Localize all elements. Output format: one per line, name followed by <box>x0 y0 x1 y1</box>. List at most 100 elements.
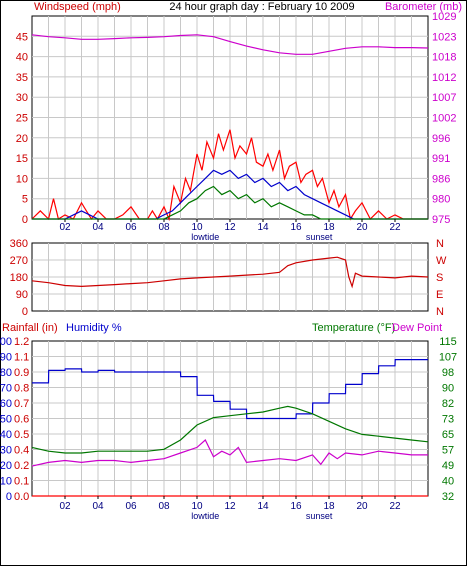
humidity-tick: 80 <box>0 367 12 379</box>
panel2-series <box>31 256 429 289</box>
humidity-tick: 60 <box>0 398 12 410</box>
temperature-axis-label: Temperature (°F) <box>312 322 395 334</box>
humidity-axis-label: Humidity % <box>66 322 122 334</box>
x-tick-label: 16 <box>290 222 302 233</box>
barometer-tick: 996 <box>432 133 450 145</box>
barometer-tick: 1018 <box>432 52 456 64</box>
rainfall-tick: 0.4 <box>14 445 29 457</box>
x-tick-label: 12 <box>224 501 236 512</box>
marker-sunset: sunset <box>306 232 333 242</box>
barometer-tick: 1007 <box>432 92 456 104</box>
x-tick-label: 04 <box>92 222 104 233</box>
x-tick-label: 02 <box>59 501 71 512</box>
x-tick-label: 22 <box>389 501 401 512</box>
rainfall-tick: 1.1 <box>14 352 29 364</box>
series-humidity- <box>32 359 428 420</box>
windspeed-tick: 15 <box>16 153 28 165</box>
direction-compass-tick: E <box>436 289 443 301</box>
barometer-tick: 1023 <box>432 31 456 43</box>
humidity-temperature-panel: Rainfall (in) Humidity % Temperature (°F… <box>0 322 457 521</box>
panel3-x-tick-labels: 02 04 06 08 10 12 14 16 18 20 22 lowtide sunset <box>59 496 401 521</box>
wind-barometer-panel: Windspeed (mph) 24 hour graph day : Febr… <box>16 1 462 242</box>
humidity-tick: 0 <box>6 491 12 503</box>
x-tick-label: 04 <box>92 501 104 512</box>
windspeed-tick: 30 <box>16 92 28 104</box>
x-tick-label: 02 <box>59 222 71 233</box>
rainfall-tick: 0.0 <box>14 491 29 503</box>
humidity-tick-labels: 0 10 20 30 40 50 60 70 80 90 100 <box>0 336 12 503</box>
windspeed-tick: 35 <box>16 72 28 84</box>
direction-degree-labels: 0 90 180 270 360 <box>10 238 28 318</box>
temperature-tick: 115 <box>439 336 457 348</box>
panel1-grid <box>32 16 428 219</box>
temperature-tick: 98 <box>442 367 454 379</box>
marker-sunset: sunset <box>306 511 333 521</box>
direction-compass-tick: N <box>436 238 444 250</box>
series-barometer-mb- <box>31 34 429 55</box>
windspeed-tick: 5 <box>22 194 28 206</box>
rainfall-tick: 0.2 <box>14 460 29 472</box>
windspeed-axis-label: Windspeed (mph) <box>34 1 121 13</box>
rainfall-tick: 0.1 <box>14 476 29 488</box>
x-tick-label: 10 <box>191 222 203 233</box>
x-tick-label: 12 <box>224 222 236 233</box>
series-temperature-f- <box>31 405 429 454</box>
panel1-series <box>31 34 429 222</box>
x-tick-label: 22 <box>389 222 401 233</box>
series-wind-gust-mph- <box>31 129 428 222</box>
temperature-tick: 32 <box>442 491 454 503</box>
humidity-tick: 10 <box>0 476 12 488</box>
barometer-tick: 1002 <box>432 113 456 125</box>
barometer-tick: 1012 <box>432 72 456 84</box>
temperature-tick: 65 <box>442 429 454 441</box>
rainfall-tick: 0.6 <box>14 414 29 426</box>
barometer-axis-label: Barometer (mb) <box>385 1 462 13</box>
x-tick-label: 08 <box>158 501 170 512</box>
barometer-tick: 1029 <box>432 11 456 23</box>
marker-lowtide: lowtide <box>191 232 219 242</box>
humidity-tick: 50 <box>0 414 12 426</box>
dew-point-axis-label: Dew Point <box>392 322 442 334</box>
barometer-tick-labels: 975 980 986 991 996 1002 1007 1012 1018 1023 1029 <box>432 11 456 226</box>
x-tick-label: 18 <box>323 222 335 233</box>
direction-degree-tick: 180 <box>10 272 28 284</box>
direction-compass-tick: S <box>436 272 443 284</box>
x-tick-label: 20 <box>356 222 368 233</box>
humidity-tick: 90 <box>0 352 12 364</box>
windspeed-tick: 0 <box>22 214 28 226</box>
windspeed-tick: 10 <box>16 173 28 185</box>
barometer-tick: 980 <box>432 194 450 206</box>
x-tick-label: 14 <box>257 222 269 233</box>
x-tick-label: 06 <box>125 501 137 512</box>
temperature-tick: 40 <box>442 476 454 488</box>
rainfall-tick: 0.9 <box>14 367 29 379</box>
humidity-tick: 70 <box>0 383 12 395</box>
barometer-tick: 986 <box>432 173 450 185</box>
windspeed-tick: 20 <box>16 133 28 145</box>
windspeed-tick: 40 <box>16 52 28 64</box>
temperature-tick: 57 <box>442 445 454 457</box>
marker-lowtide: lowtide <box>191 511 219 521</box>
barometer-tick: 991 <box>432 153 450 165</box>
temperature-tick: 107 <box>439 352 457 364</box>
temperature-tick: 82 <box>442 398 454 410</box>
direction-compass-tick: N <box>436 306 444 318</box>
series-dew-point <box>31 439 428 467</box>
windspeed-tick: 45 <box>16 31 28 43</box>
rainfall-tick: 0.7 <box>14 398 29 410</box>
panel1-x-tick-labels: 02 04 06 08 10 12 14 16 18 20 22 lowtide sunset <box>59 219 401 242</box>
direction-degree-tick: 360 <box>10 238 28 250</box>
rainfall-tick-labels: 0.0 0.1 0.2 0.4 0.5 0.6 0.7 0.8 0.9 1.1 1.2 <box>14 336 29 503</box>
graph-title: 24 hour graph day : February 10 2009 <box>169 1 354 13</box>
temperature-tick: 73 <box>442 414 454 426</box>
x-tick-label: 06 <box>125 222 137 233</box>
panel3-grid <box>32 341 428 496</box>
direction-degree-tick: 90 <box>16 289 28 301</box>
series-wind-speed-mph- <box>32 185 428 220</box>
temperature-tick: 49 <box>442 460 454 472</box>
x-tick-label: 20 <box>356 501 368 512</box>
